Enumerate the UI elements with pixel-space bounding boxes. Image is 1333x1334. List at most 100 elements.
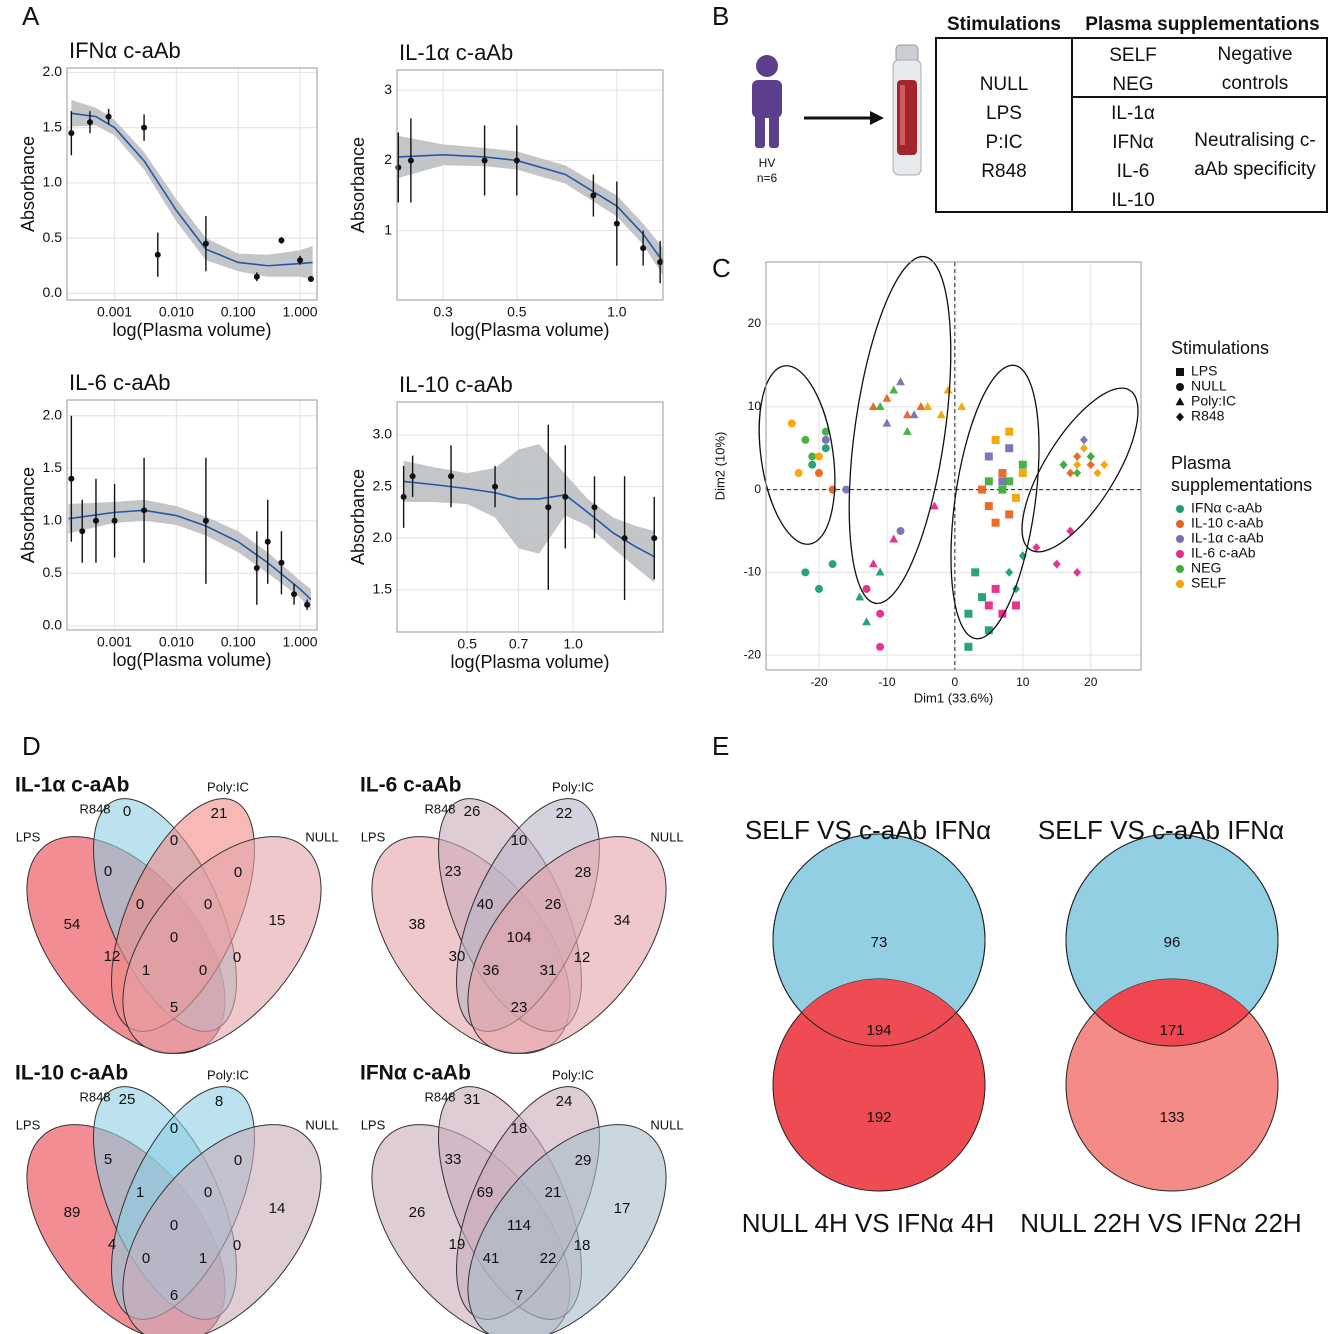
region-count: 0 — [234, 864, 242, 881]
data-point — [141, 507, 148, 514]
region-count: 5 — [170, 999, 178, 1016]
legend-title: Plasma — [1171, 453, 1232, 473]
y-tick-label: 1.0 — [43, 174, 63, 190]
data-point — [1059, 460, 1068, 470]
plot-frame — [396, 69, 664, 301]
set-label: LPS — [16, 1117, 41, 1132]
data-point — [916, 402, 926, 411]
data-point — [651, 535, 658, 542]
x-tick-label: 0.5 — [507, 304, 527, 320]
data-point — [808, 452, 817, 461]
data-point — [1005, 510, 1014, 519]
data-point — [68, 130, 75, 137]
y-tick-label: 0 — [754, 482, 761, 496]
region-count: 0 — [170, 1120, 178, 1137]
region-count: 26 — [409, 1204, 426, 1221]
data-point — [1066, 468, 1075, 478]
plot-frame — [66, 399, 318, 631]
y-tick-label: 10 — [748, 399, 762, 413]
supplementation: IFNα — [1112, 132, 1154, 153]
data-point — [876, 642, 885, 651]
table-header: Plasma supplementations — [1085, 13, 1320, 35]
x-tick-label: 0.001 — [97, 634, 132, 650]
legend-label: IL-6 c-aAb — [1191, 545, 1256, 561]
region-count: 0 — [204, 1184, 212, 1201]
region-count: 0 — [233, 949, 241, 966]
legend-title: supplementations — [1171, 475, 1312, 495]
data-point — [971, 568, 980, 577]
data-point — [1100, 460, 1109, 470]
region-count: 12 — [574, 949, 591, 966]
plot-area — [766, 262, 1141, 670]
data-point — [1005, 477, 1014, 486]
x-axis-title: log(Plasma volume) — [112, 320, 271, 340]
data-point — [821, 435, 830, 444]
venn-diagram: LPS R848 Poly:IC NULL 26 22 38 34 10 23 28 40 26 104 3… — [360, 774, 684, 1054]
data-point — [278, 559, 285, 566]
x-tick-label: 0.100 — [221, 304, 256, 320]
subject-label: HV — [759, 156, 776, 170]
region-count: 8 — [215, 1093, 223, 1110]
plot-frame — [396, 401, 664, 633]
region-count: 104 — [506, 929, 531, 946]
region-count: 0 — [199, 962, 207, 979]
data-point — [998, 485, 1007, 494]
venn-title: IFNα c-aAb — [360, 1062, 471, 1085]
confidence-band — [403, 444, 655, 583]
region-count: 0 — [142, 1250, 150, 1267]
region-count: 0 — [170, 832, 178, 849]
region-count: 7 — [515, 1287, 523, 1304]
legend-symbol — [1176, 412, 1184, 422]
confidence-ellipse — [758, 365, 836, 545]
y-axis-title: Absorbance — [18, 467, 38, 563]
data-point — [253, 273, 260, 280]
data-point — [930, 501, 939, 510]
y-tick-label: 20 — [748, 316, 762, 330]
x-tick-label: -10 — [878, 675, 896, 689]
table-header: Stimulations — [946, 13, 1061, 35]
confidence-ellipse — [1021, 387, 1139, 553]
panel-label: E — [712, 731, 729, 761]
set-label: NULL — [305, 1117, 338, 1132]
data-point — [794, 469, 803, 478]
fit-line — [403, 480, 655, 558]
set-label: SELF VS c-aAb IFNα — [1038, 815, 1284, 845]
legend-label: NULL — [1191, 378, 1227, 394]
region-count: 23 — [511, 999, 528, 1016]
region-count: 6 — [170, 1287, 178, 1304]
legend-symbol — [1176, 368, 1184, 376]
data-point — [902, 410, 912, 419]
data-point — [828, 560, 837, 569]
legend-symbol — [1176, 565, 1184, 573]
set-label: Poly:IC — [207, 779, 249, 794]
data-point — [991, 518, 1000, 527]
confidence-ellipse — [950, 364, 1040, 640]
set-label: Poly:IC — [552, 779, 594, 794]
stimulation: P:IC — [985, 132, 1023, 153]
legend-symbol — [1176, 520, 1184, 528]
data-point — [875, 567, 885, 576]
data-point — [876, 609, 885, 618]
subject-count: n=6 — [757, 171, 778, 185]
data-point — [943, 385, 953, 394]
supplementation: IL-1α — [1111, 103, 1155, 124]
data-point — [902, 426, 912, 435]
data-point — [882, 393, 892, 402]
y-tick-label: 3 — [384, 81, 392, 97]
data-point — [1018, 460, 1027, 469]
region-count: 15 — [269, 912, 286, 929]
data-point — [657, 259, 664, 266]
data-point — [821, 427, 830, 436]
panel-label: C — [712, 253, 731, 283]
x-tick-label: 1.0 — [607, 304, 627, 320]
data-point — [640, 245, 647, 252]
set-label: R848 — [79, 801, 110, 816]
region-count: 25 — [119, 1091, 136, 1108]
y-tick-label: 2.0 — [43, 63, 63, 79]
supplementation: IL-10 — [1111, 190, 1155, 211]
data-point — [889, 385, 899, 394]
data-point — [787, 419, 796, 428]
x-axis-title: log(Plasma volume) — [450, 652, 609, 672]
region-count: 1 — [142, 962, 150, 979]
y-tick-label: 1.5 — [43, 459, 63, 475]
